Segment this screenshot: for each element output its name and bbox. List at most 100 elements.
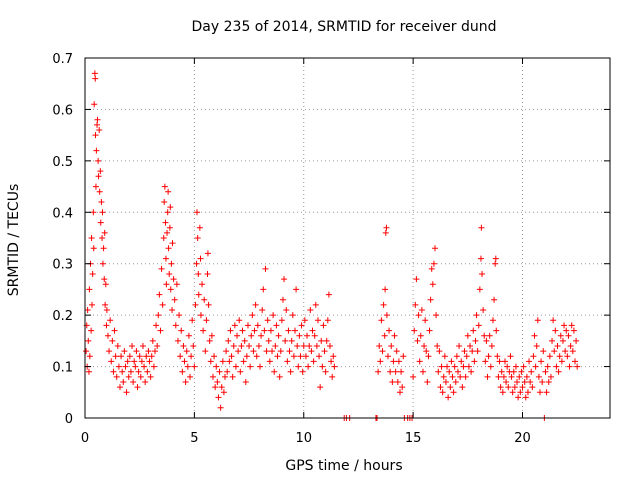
data-point-marker [304, 332, 311, 339]
data-point-marker [173, 281, 180, 288]
data-point-marker [152, 348, 158, 355]
data-point-marker [119, 368, 126, 375]
data-point-marker [102, 281, 109, 288]
data-point-marker [436, 348, 443, 355]
data-point-marker [282, 337, 289, 344]
data-point-marker [382, 229, 389, 236]
data-point-marker [167, 204, 174, 211]
data-point-marker [257, 363, 263, 370]
data-point-marker [281, 276, 288, 283]
data-point-marker [231, 322, 238, 329]
data-point-marker [144, 368, 151, 375]
data-point-marker [497, 384, 504, 391]
data-point-marker [272, 343, 279, 349]
data-point-marker [273, 322, 280, 329]
data-point-marker [382, 286, 389, 293]
data-point-marker [419, 368, 426, 375]
data-point-marker [400, 353, 407, 360]
data-point-marker [165, 188, 172, 195]
data-point-marker [386, 327, 393, 334]
data-point-marker [190, 343, 197, 349]
data-point-marker [222, 373, 228, 380]
data-point-marker [123, 389, 130, 396]
data-point-marker [445, 394, 452, 401]
data-point-marker [504, 363, 511, 370]
data-point-marker [172, 322, 179, 329]
data-point-marker [391, 332, 398, 339]
data-point-marker [157, 327, 164, 334]
data-point-marker [84, 307, 91, 313]
data-point-marker [86, 286, 93, 293]
data-point-marker [209, 373, 216, 380]
data-point-marker [453, 353, 460, 360]
data-point-marker [530, 353, 537, 360]
data-point-marker [234, 332, 241, 339]
data-point-marker [461, 348, 468, 355]
data-point-marker [573, 337, 580, 344]
data-point-marker [265, 337, 272, 344]
data-point-marker [295, 363, 302, 370]
data-point-marker [508, 373, 515, 380]
data-point-marker [481, 332, 488, 339]
data-point-marker [397, 389, 403, 396]
data-point-marker [161, 199, 168, 205]
data-point-marker [452, 379, 459, 385]
data-point-marker [424, 379, 431, 385]
data-point-marker [90, 245, 97, 252]
data-point-marker [567, 343, 574, 349]
data-point-marker [532, 363, 539, 370]
data-point-marker [164, 229, 171, 236]
data-point-marker [319, 363, 326, 370]
data-point-marker [208, 332, 215, 339]
data-point-marker [160, 235, 167, 241]
data-point-marker [464, 332, 471, 339]
data-point-marker [161, 183, 168, 190]
data-point-marker [568, 322, 575, 329]
data-point-marker [415, 312, 422, 319]
data-point-marker [440, 373, 447, 380]
data-point-marker [267, 327, 274, 334]
data-point-marker [163, 281, 170, 288]
data-point-marker [537, 389, 543, 396]
data-point-marker [126, 353, 133, 360]
data-point-marker [550, 317, 557, 324]
data-point-marker [387, 368, 394, 375]
data-point-marker [166, 224, 173, 231]
data-point-marker [493, 327, 500, 334]
data-point-marker [137, 373, 144, 380]
data-point-marker [150, 363, 157, 370]
data-point-marker [515, 394, 522, 401]
data-point-marker [195, 271, 202, 277]
data-point-marker [143, 353, 150, 360]
data-point-marker [149, 337, 156, 344]
data-point-marker [499, 389, 506, 396]
data-point-marker [176, 312, 183, 319]
axis-ticks [84, 57, 610, 419]
data-point-marker [538, 358, 545, 365]
data-point-marker [434, 343, 441, 349]
data-point-marker [485, 353, 492, 360]
data-point-marker [467, 343, 473, 349]
data-point-marker [449, 373, 456, 380]
data-point-marker [562, 348, 569, 355]
data-point-marker [171, 296, 178, 303]
y-tick-labels: 0 0.1 0.2 0.3 0.4 0.5 0.6 0.7 [52, 52, 73, 427]
data-point-marker [135, 368, 142, 375]
data-point-marker [416, 358, 423, 365]
y-axis-label: SRMTID / TECUs [6, 184, 22, 297]
data-point-marker [427, 296, 434, 303]
data-point-marker [142, 379, 149, 385]
data-point-marker [323, 337, 330, 344]
plot-frame [84, 57, 611, 419]
data-point-marker [197, 312, 204, 319]
data-point-marker [482, 358, 489, 365]
data-point-marker [379, 348, 386, 355]
data-point-marker [224, 368, 231, 375]
data-point-marker [544, 363, 551, 370]
data-point-marker [100, 245, 107, 252]
data-point-marker [381, 332, 388, 339]
data-point-marker [177, 353, 184, 360]
data-point-marker [88, 327, 95, 334]
data-point-marker [331, 363, 338, 370]
